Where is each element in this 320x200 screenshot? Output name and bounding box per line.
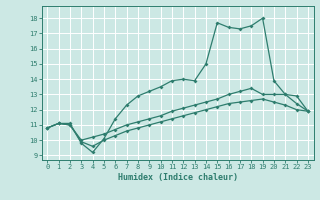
X-axis label: Humidex (Indice chaleur): Humidex (Indice chaleur): [118, 173, 237, 182]
